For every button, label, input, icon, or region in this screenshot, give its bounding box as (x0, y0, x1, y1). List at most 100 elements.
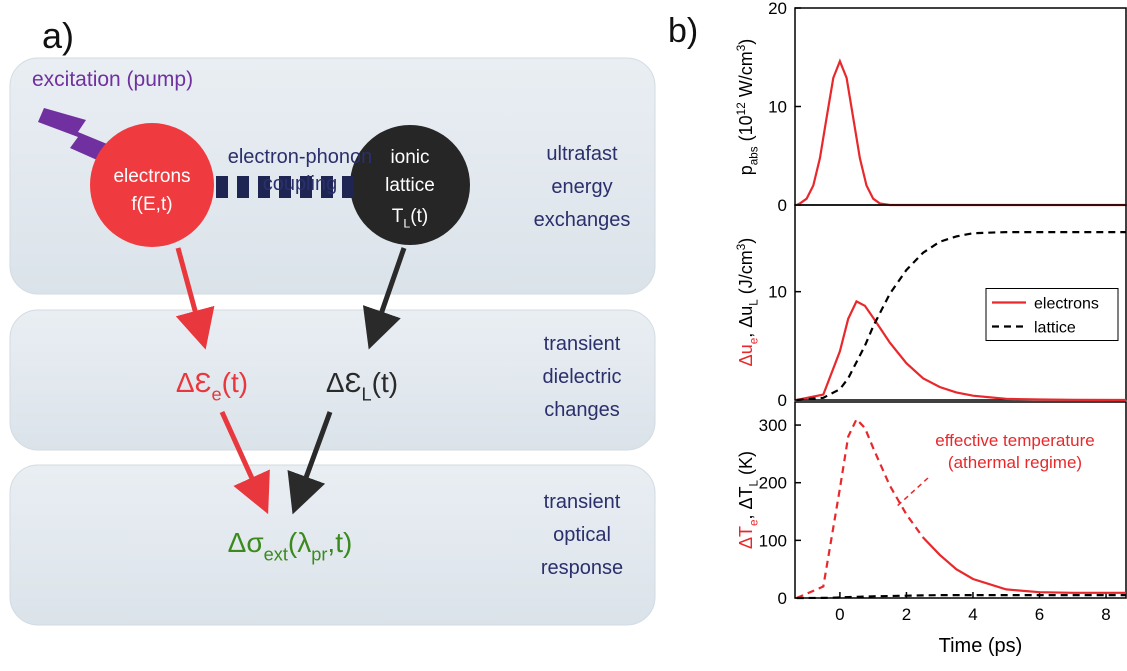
text-part: 3 (735, 45, 748, 52)
x-tick-label: 6 (1035, 605, 1044, 624)
coupling-label: coupling (263, 173, 338, 195)
row-label: optical (553, 524, 611, 546)
text-part: ΔT (736, 526, 756, 549)
y-tick-label: 10 (768, 283, 787, 302)
text-part: e (747, 520, 760, 527)
y-tick-label: 0 (778, 391, 787, 410)
arrow (175, 247, 215, 350)
node-label: lattice (385, 175, 435, 196)
arrow (362, 247, 407, 350)
text-part: (10 (736, 115, 756, 146)
text-part: T (392, 206, 404, 227)
plot-frame (794, 401, 1127, 599)
row-label: exchanges (534, 209, 631, 231)
excitation-label: excitation (pump) (32, 68, 193, 91)
formula: ΔƐe(t) (176, 367, 248, 404)
coupling-label: electron-phonon (228, 146, 373, 168)
text-part: ) (736, 39, 756, 45)
panel-label: a) (42, 15, 74, 56)
electrons-node (90, 123, 214, 247)
annotation: effective temperature (935, 431, 1094, 450)
x-tick-label: 8 (1101, 605, 1110, 624)
text-part: (t) (372, 367, 398, 398)
text-part: (t) (410, 206, 428, 227)
series-line (796, 417, 924, 600)
text-part: , Δu (736, 306, 756, 338)
y-axis-label: Δue, ΔuL (J/cm3) (735, 238, 761, 367)
y-tick-label: 20 (768, 0, 787, 18)
text-part: (t) (222, 367, 248, 398)
row-label: changes (544, 399, 620, 421)
node-label: f(E,t) (131, 194, 172, 215)
lattice-node (350, 125, 470, 245)
legend-box (985, 288, 1119, 341)
node-label: electrons (113, 166, 190, 187)
row-label: response (541, 557, 623, 579)
text-part: ΔƐ (176, 367, 212, 398)
text-part: L (747, 299, 760, 306)
series-line (922, 536, 1126, 594)
text-part: ) (736, 238, 756, 244)
plot-frame (794, 204, 1127, 401)
arrow (219, 410, 270, 515)
series-line (796, 231, 1126, 402)
x-axis-label: Time (ps) (939, 635, 1023, 657)
text-part: (J/cm (736, 250, 756, 299)
y-tick-label: 100 (759, 531, 787, 550)
y-axis-label: pabs (1012 W/cm3) (735, 39, 761, 175)
text-part: W/cm (736, 51, 756, 102)
text-part: 12 (735, 102, 748, 115)
row-label: transient (544, 333, 621, 355)
text-part: Δu (736, 344, 756, 366)
text-part: Δσ (228, 527, 264, 558)
row-label: ultrafast (546, 143, 618, 165)
text-part: abs (747, 146, 760, 165)
text-part: p (736, 165, 756, 175)
text-part: pr (311, 544, 327, 564)
text-part: (λ (288, 527, 311, 558)
formula: ΔƐL(t) (326, 367, 398, 404)
text-part: ,t) (327, 527, 352, 558)
x-tick-label: 2 (902, 605, 911, 624)
y-tick-label: 0 (778, 196, 787, 215)
box (9, 309, 656, 451)
text-part: L (747, 479, 760, 486)
y-tick-label: 300 (759, 416, 787, 435)
legend-label: lattice (1034, 320, 1076, 337)
row-label: energy (551, 176, 612, 198)
text-part: e (747, 338, 760, 345)
text-part: (K) (736, 451, 756, 480)
series-line (796, 594, 1126, 600)
row-label: transient (544, 491, 621, 513)
series-line (796, 299, 1127, 402)
text-part: L (362, 384, 372, 404)
annotation-pointer (894, 477, 929, 509)
node-label: ionic (390, 147, 429, 168)
text-part: , ΔT (736, 486, 756, 519)
legend-label: electrons (1034, 296, 1099, 313)
row-label: dielectric (543, 366, 622, 388)
series-line (796, 58, 1126, 207)
plot-frame (794, 7, 1127, 206)
y-tick-label: 0 (778, 589, 787, 608)
arrow (287, 411, 333, 515)
node-label: TL(t) (392, 206, 428, 231)
formula: Δσext(λpr,t) (228, 527, 353, 564)
panel-label: b) (668, 12, 698, 50)
y-tick-label: 10 (768, 98, 787, 117)
y-tick-label: 200 (759, 474, 787, 493)
box (9, 464, 656, 626)
x-tick-label: 0 (835, 605, 844, 624)
text-part: e (212, 384, 222, 404)
coupling-bar (216, 176, 354, 198)
diagram: a) excitation (pump) electron-phonon cou… (9, 15, 656, 626)
text-part: L (403, 217, 410, 231)
text-part: ΔƐ (326, 367, 362, 398)
x-tick-label: 4 (968, 605, 977, 624)
text-part: ext (264, 544, 288, 564)
text-part: 3 (735, 244, 748, 251)
y-axis-label: ΔTe, ΔTL (K) (736, 451, 760, 549)
row-labels: ultrafast energy exchanges transient dielect… (534, 143, 631, 579)
